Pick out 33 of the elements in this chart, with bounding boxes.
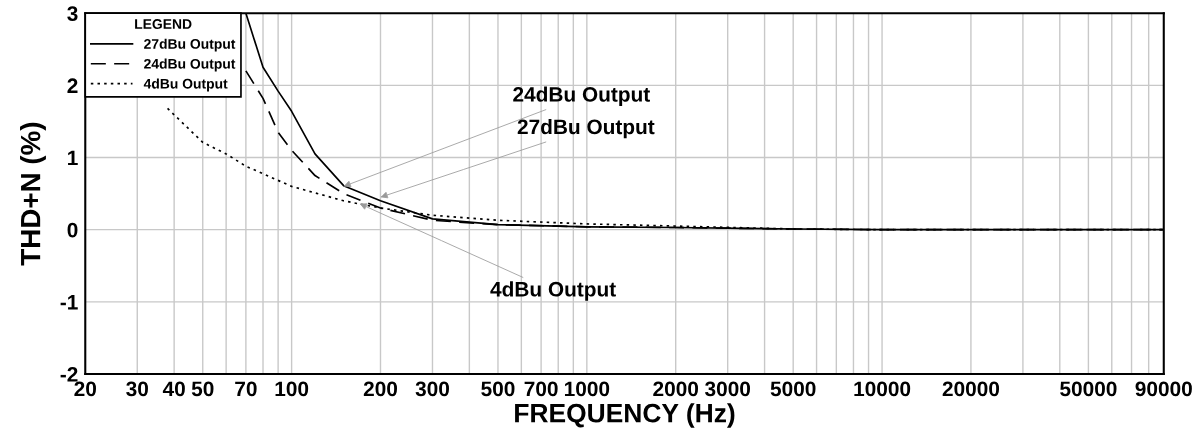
x-tick-label: 20 <box>74 381 96 397</box>
x-tick-label: 300 <box>415 381 449 397</box>
legend-label: 27dBu Output <box>144 38 236 52</box>
x-tick-label: 500 <box>481 381 515 397</box>
y-tick-label: 2 <box>67 78 78 93</box>
x-tick-label: 50 <box>191 381 214 397</box>
y-tick-label: 1 <box>68 150 78 166</box>
x-tick-label: 100 <box>275 381 309 397</box>
y-axis-title: THD+N (%) <box>20 122 46 266</box>
legend-label: 4dBu Output <box>143 78 228 92</box>
x-tick-label: 40 <box>162 381 185 397</box>
x-tick-label: 5000 <box>770 381 816 397</box>
x-tick-label: 1000 <box>564 381 610 397</box>
x-tick-label: 90000 <box>1135 381 1192 397</box>
legend-title: LEGEND <box>135 19 192 29</box>
annotation: 4dBu Output <box>490 281 616 301</box>
annotation: 27dBu Output <box>517 118 655 139</box>
annotation: 24dBu Output <box>513 86 650 106</box>
x-tick-label: 10000 <box>854 381 911 397</box>
y-tick-label: -2 <box>60 367 78 382</box>
x-tick-label: 20000 <box>942 381 1000 397</box>
x-tick-label: 30 <box>126 381 148 397</box>
y-tick-label: -1 <box>60 295 78 310</box>
x-axis-title: FREQUENCY (Hz) <box>515 403 735 428</box>
y-tick-label: 0 <box>67 222 78 238</box>
x-tick-label: 2000 <box>653 381 699 397</box>
y-tick-label: 3 <box>67 6 78 21</box>
x-tick-label: 700 <box>524 381 558 397</box>
x-tick-label: 3000 <box>705 381 751 397</box>
x-tick-label: 50000 <box>1060 381 1117 397</box>
x-tick-label: 70 <box>235 381 257 397</box>
legend-label: 24dBu Output <box>144 58 236 72</box>
x-tick-label: 200 <box>363 381 398 397</box>
